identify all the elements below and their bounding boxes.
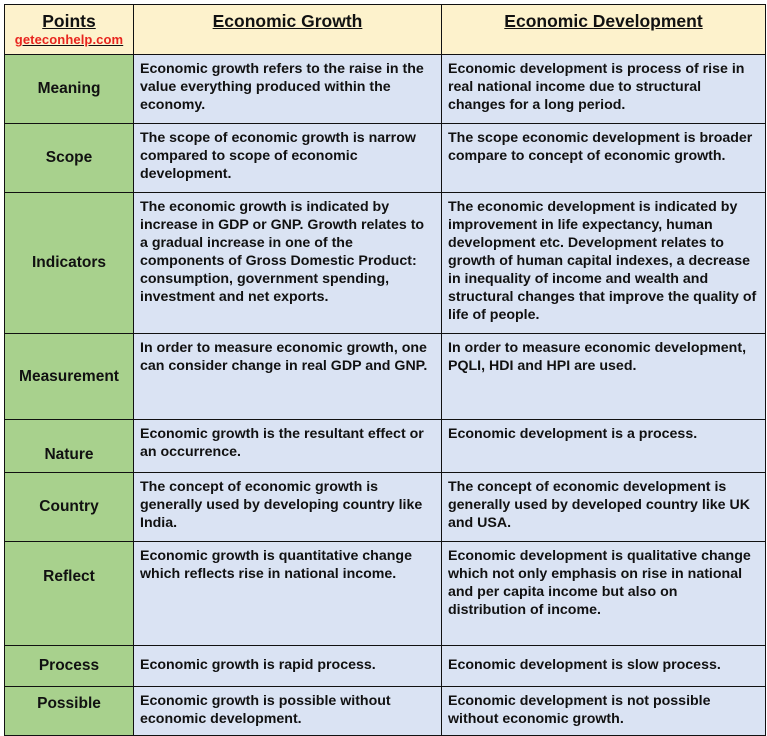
- growth-cell: Economic growth is the resultant effect …: [133, 419, 442, 473]
- development-cell: In order to measure economic development…: [441, 333, 766, 420]
- table-row: Reflect Economic growth is quantitative …: [4, 541, 766, 646]
- table-header: Points geteconhelp.com Economic Growth E…: [4, 4, 766, 55]
- development-cell: The concept of economic development is g…: [441, 472, 766, 542]
- header-economic-development: Economic Development: [441, 4, 766, 55]
- table-row: Indicators The economic growth is indica…: [4, 192, 766, 334]
- development-cell: Economic development is process of rise …: [441, 54, 766, 124]
- comparison-table-container: Points geteconhelp.com Economic Growth E…: [4, 4, 766, 736]
- row-label: Possible: [4, 686, 134, 736]
- growth-cell: Economic growth is quantitative change w…: [133, 541, 442, 646]
- growth-cell: Economic growth refers to the raise in t…: [133, 54, 442, 124]
- row-label: Meaning: [4, 54, 134, 124]
- table-row: Meaning Economic growth refers to the ra…: [4, 54, 766, 124]
- row-label: Nature: [4, 419, 134, 473]
- growth-cell: The concept of economic growth is genera…: [133, 472, 442, 542]
- development-cell: Economic development is slow process.: [441, 645, 766, 687]
- table-row: Measurement In order to measure economic…: [4, 333, 766, 420]
- growth-cell: In order to measure economic growth, one…: [133, 333, 442, 420]
- header-points-label: Points: [42, 11, 96, 31]
- development-cell: Economic development is a process.: [441, 419, 766, 473]
- site-watermark: geteconhelp.com: [14, 32, 124, 47]
- row-label: Measurement: [4, 333, 134, 420]
- header-points: Points geteconhelp.com: [4, 4, 134, 55]
- development-cell: The scope economic development is broade…: [441, 123, 766, 193]
- growth-cell: The economic growth is indicated by incr…: [133, 192, 442, 334]
- row-label: Process: [4, 645, 134, 687]
- growth-cell: Economic growth is possible without econ…: [133, 686, 442, 736]
- table-body: Meaning Economic growth refers to the ra…: [4, 54, 766, 736]
- table-row: Process Economic growth is rapid process…: [4, 645, 766, 687]
- comparison-table: Points geteconhelp.com Economic Growth E…: [4, 4, 766, 736]
- header-economic-growth: Economic Growth: [133, 4, 442, 55]
- table-row: Scope The scope of economic growth is na…: [4, 123, 766, 193]
- row-label: Country: [4, 472, 134, 542]
- table-row: Nature Economic growth is the resultant …: [4, 419, 766, 473]
- row-label: Reflect: [4, 541, 134, 646]
- development-cell: The economic development is indicated by…: [441, 192, 766, 334]
- development-cell: Economic development is not possible wit…: [441, 686, 766, 736]
- table-row: Possible Economic growth is possible wit…: [4, 686, 766, 736]
- development-cell: Economic development is qualitative chan…: [441, 541, 766, 646]
- row-label: Scope: [4, 123, 134, 193]
- growth-cell: Economic growth is rapid process.: [133, 645, 442, 687]
- table-row: Country The concept of economic growth i…: [4, 472, 766, 542]
- row-label: Indicators: [4, 192, 134, 334]
- growth-cell: The scope of economic growth is narrow c…: [133, 123, 442, 193]
- header-row: Points geteconhelp.com Economic Growth E…: [4, 4, 766, 55]
